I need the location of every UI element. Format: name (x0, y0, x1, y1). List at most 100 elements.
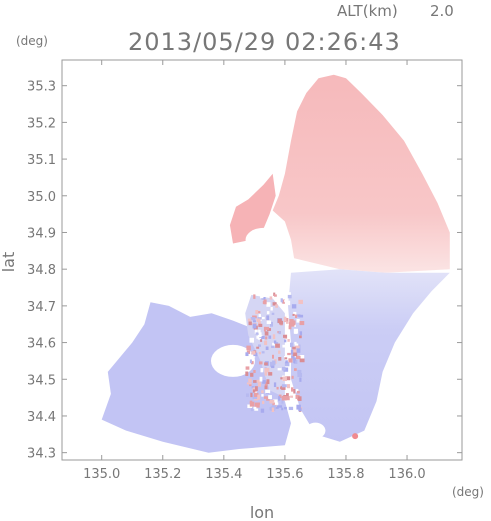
speckle-cell (252, 323, 257, 329)
speckle-cell (292, 346, 296, 350)
speckle-cell (293, 323, 296, 328)
speckle-cell (258, 344, 261, 347)
speckle-cell (258, 351, 261, 355)
y-axis-label: lat (0, 252, 18, 273)
speckle-cell (291, 355, 295, 359)
y-tick-label: 34.7 (27, 300, 56, 315)
speckle-cell (282, 376, 287, 382)
speckle-cell (293, 328, 298, 334)
speckle-cell (269, 407, 272, 411)
speckle-cell (272, 354, 275, 359)
speckle-cell (299, 377, 302, 382)
speckle-cell (288, 322, 292, 327)
speckle-cell (280, 386, 285, 390)
speckle-cell (283, 316, 287, 322)
speckle-cell (286, 346, 290, 351)
speckle-cell (264, 381, 268, 386)
speckle-cell (254, 329, 258, 334)
speckle-cell (281, 395, 287, 401)
speckle-cell (266, 320, 272, 325)
speckle-cell (296, 319, 300, 323)
region-south-west (101, 302, 291, 453)
speckle-cell (296, 348, 301, 353)
speckle-cell (280, 298, 283, 303)
speckle-cell (272, 334, 276, 340)
speckle-cell (264, 362, 268, 366)
speckle-cell (292, 357, 296, 360)
speckle-cell (272, 402, 276, 406)
speckle-cell (271, 365, 275, 369)
speckle-cell (258, 332, 262, 338)
speckle-cell (289, 321, 295, 327)
speckle-cell (256, 379, 260, 383)
speckle-cell (250, 317, 256, 321)
x-tick-label: 135.4 (205, 467, 242, 482)
speckle-cell (281, 384, 287, 388)
x-tick-label: 135.6 (266, 467, 303, 482)
speckle-cell (274, 402, 279, 405)
speckle-cell (246, 393, 249, 397)
speckle-cell (291, 375, 294, 379)
speckle-cell (253, 294, 256, 299)
x-tick-label: 135.8 (327, 467, 364, 482)
speckle-cell (250, 406, 254, 412)
speckle-cell (251, 361, 254, 365)
speckle-cell (259, 376, 263, 382)
altitude-value: 2.0 (430, 2, 454, 20)
speckle-cell (269, 296, 273, 300)
speckle-cell (264, 340, 268, 346)
speckle-cell (253, 380, 257, 383)
speckle-cell (263, 396, 268, 399)
speckle-cell (250, 355, 256, 358)
speckle-cell (252, 406, 257, 409)
speckle-cell (271, 312, 275, 315)
strong-echo-cell (352, 433, 359, 440)
speckle-cell (292, 313, 295, 316)
speckle-cell (261, 394, 264, 397)
speckle-cell (288, 325, 292, 330)
x-unit-label: (deg) (452, 485, 484, 499)
region-south-east (288, 269, 450, 442)
speckle-cell (273, 382, 277, 388)
speckle-cell (261, 297, 266, 300)
speckle-cell (252, 320, 256, 323)
speckle-cell (258, 329, 261, 334)
speckle-cell (249, 359, 252, 364)
speckle-cell (294, 341, 297, 345)
speckle-cell (288, 358, 293, 363)
speckle-cell (265, 336, 268, 340)
speckle-cell (299, 321, 305, 326)
speckle-cell (272, 302, 277, 306)
x-tick-label: 136.0 (388, 467, 425, 482)
speckle-cell (278, 331, 281, 335)
speckle-cell (248, 378, 252, 383)
speckle-cell (260, 295, 264, 299)
speckle-cell (293, 311, 297, 317)
speckle-cell (253, 370, 256, 373)
speckle-cell (287, 294, 292, 299)
speckle-cell (256, 318, 261, 322)
speckle-cell (276, 386, 279, 390)
speckle-cell (282, 299, 285, 304)
speckle-cell (268, 395, 272, 400)
speckle-cell (255, 402, 260, 405)
speckle-cell (269, 399, 275, 404)
speckle-cell (260, 339, 263, 342)
speckle-cell (252, 315, 257, 319)
speckle-cell (281, 399, 284, 404)
speckle-cell (246, 345, 251, 351)
speckle-cell (268, 372, 273, 376)
speckle-cell (294, 368, 297, 371)
speckle-cell (286, 332, 290, 335)
speckle-cell (264, 331, 269, 336)
x-ticks: 135.0 135.2 135.4 135.6 135.8 136.0 (83, 60, 426, 482)
speckle-cell (290, 395, 294, 398)
region-gap-channel (245, 227, 282, 252)
speckle-cell (255, 310, 259, 315)
y-tick-label: 35.1 (27, 153, 56, 168)
speckle-cell (277, 368, 282, 371)
speckle-cell (296, 390, 300, 394)
speckle-cell (271, 407, 275, 412)
speckle-cell (266, 379, 270, 385)
